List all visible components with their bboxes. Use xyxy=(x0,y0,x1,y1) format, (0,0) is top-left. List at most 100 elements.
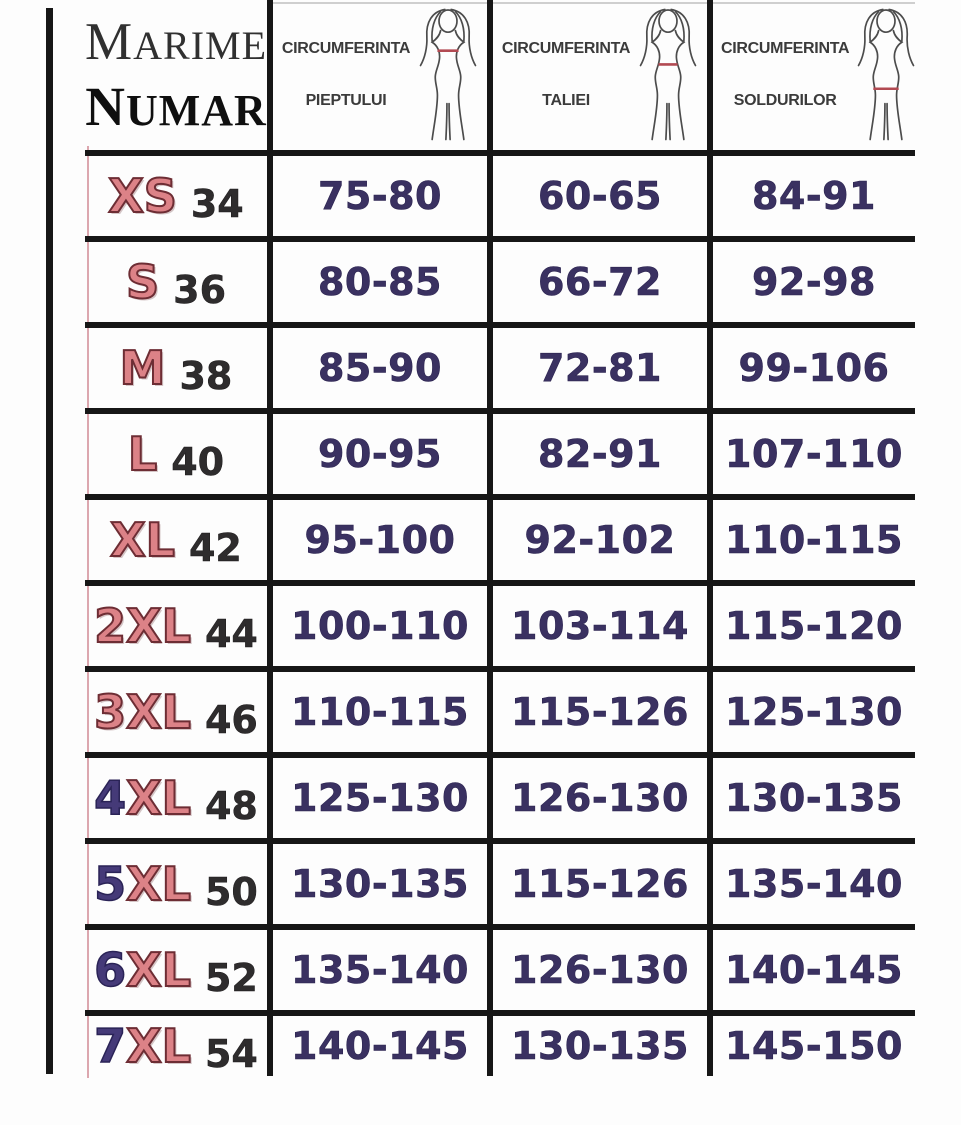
size-main: 2XL xyxy=(93,599,192,653)
size-number: 54 xyxy=(204,1032,258,1076)
size-number: 52 xyxy=(204,956,258,1000)
hips-value: 110-115 xyxy=(707,494,915,580)
number-column-title: NUMAR xyxy=(85,76,267,137)
size-label: 7XL xyxy=(93,1022,192,1070)
size-table: MARIME NUMAR CIRCUMFERINTA PIEPTULUI xyxy=(85,0,915,1076)
size-number: 46 xyxy=(204,698,258,742)
size-label: XS xyxy=(107,172,178,220)
size-prefix: 5 xyxy=(93,857,127,911)
chest-value: 85-90 xyxy=(267,322,487,408)
hips-column-header: CIRCUMFERINTA SOLDURILOR xyxy=(707,0,915,150)
size-column-header: MARIME NUMAR xyxy=(85,0,267,150)
waist-header-line1: CIRCUMFERINTA xyxy=(501,40,631,57)
size-main: XL xyxy=(125,771,192,825)
vertical-accent-line xyxy=(87,146,89,1078)
size-label: 5XL xyxy=(93,860,192,908)
female-figure-chest-icon xyxy=(419,8,477,141)
size-prefix: 4 xyxy=(93,771,127,825)
size-cell: XS 34 xyxy=(85,150,267,236)
size-prefix: 7 xyxy=(93,1019,127,1073)
table-top-hairline xyxy=(267,2,915,4)
chest-value: 130-135 xyxy=(267,838,487,924)
hips-header-line2: SOLDURILOR xyxy=(733,92,837,109)
size-main: S xyxy=(125,255,160,309)
waist-value: 60-65 xyxy=(487,150,707,236)
size-label: 2XL xyxy=(93,602,192,650)
waist-value: 92-102 xyxy=(487,494,707,580)
hips-value: 115-120 xyxy=(707,580,915,666)
chest-value: 90-95 xyxy=(267,408,487,494)
size-label: 3XL xyxy=(93,688,192,736)
waist-value: 66-72 xyxy=(487,236,707,322)
chest-value: 95-100 xyxy=(267,494,487,580)
size-column-title: MARIME xyxy=(84,13,268,71)
waist-value: 103-114 xyxy=(487,580,707,666)
hips-value: 107-110 xyxy=(707,408,915,494)
waist-value: 115-126 xyxy=(487,838,707,924)
chest-value: 75-80 xyxy=(267,150,487,236)
size-number: 36 xyxy=(173,268,227,312)
size-cell: S 36 xyxy=(85,236,267,322)
chest-value: 110-115 xyxy=(267,666,487,752)
hips-value: 125-130 xyxy=(707,666,915,752)
size-label: M xyxy=(119,344,167,392)
size-label: S xyxy=(125,258,160,306)
size-number: 38 xyxy=(179,354,233,398)
size-cell: 5XL 50 xyxy=(85,838,267,924)
size-main: M xyxy=(119,341,167,395)
hips-value: 99-106 xyxy=(707,322,915,408)
chest-column-header: CIRCUMFERINTA PIEPTULUI xyxy=(267,0,487,150)
chest-header-line2: PIEPTULUI xyxy=(305,92,387,109)
size-cell: 2XL 44 xyxy=(85,580,267,666)
size-cell: M 38 xyxy=(85,322,267,408)
size-cell: 6XL 52 xyxy=(85,924,267,1010)
chest-column-header-text: CIRCUMFERINTA PIEPTULUI xyxy=(281,41,411,109)
chest-value: 140-145 xyxy=(267,1010,487,1076)
size-number: 40 xyxy=(171,440,225,484)
size-cell: 3XL 46 xyxy=(85,666,267,752)
size-number: 34 xyxy=(190,182,244,226)
waist-value: 82-91 xyxy=(487,408,707,494)
size-main: XL xyxy=(125,943,192,997)
waist-header-line2: TALIEI xyxy=(542,92,590,109)
size-cell: L 40 xyxy=(85,408,267,494)
waist-value: 126-130 xyxy=(487,752,707,838)
table-left-border xyxy=(46,8,53,1074)
waist-value: 72-81 xyxy=(487,322,707,408)
size-main: XL xyxy=(109,513,176,567)
size-cell: XL 42 xyxy=(85,494,267,580)
female-figure-hips-icon xyxy=(857,8,915,141)
female-figure-waist-icon xyxy=(639,8,697,141)
waist-value: 126-130 xyxy=(487,924,707,1010)
size-number: 48 xyxy=(204,784,258,828)
hips-value: 135-140 xyxy=(707,838,915,924)
size-label: XL xyxy=(109,516,176,564)
size-main: 3XL xyxy=(93,685,192,739)
hips-value: 84-91 xyxy=(707,150,915,236)
size-main: XL xyxy=(125,857,192,911)
size-prefix: 6 xyxy=(93,943,127,997)
size-number: 50 xyxy=(204,870,258,914)
chest-value: 125-130 xyxy=(267,752,487,838)
chest-value: 80-85 xyxy=(267,236,487,322)
chest-value: 135-140 xyxy=(267,924,487,1010)
size-main: L xyxy=(127,427,158,481)
size-cell: 4XL 48 xyxy=(85,752,267,838)
size-label: L xyxy=(127,430,158,478)
size-main: XL xyxy=(125,1019,192,1073)
hips-column-header-text: CIRCUMFERINTA SOLDURILOR xyxy=(721,40,850,109)
hips-value: 92-98 xyxy=(707,236,915,322)
hips-value: 145-150 xyxy=(707,1010,915,1076)
hips-value: 130-135 xyxy=(707,752,915,838)
chest-header-line1: CIRCUMFERINTA xyxy=(281,40,411,57)
size-label: 4XL xyxy=(93,774,192,822)
size-number: 44 xyxy=(204,612,258,656)
waist-column-header: CIRCUMFERINTA TALIEI xyxy=(487,0,707,150)
waist-value: 115-126 xyxy=(487,666,707,752)
size-cell: 7XL 54 xyxy=(85,1010,267,1076)
hips-value: 140-145 xyxy=(707,924,915,1010)
waist-value: 130-135 xyxy=(487,1010,707,1076)
hips-header-line1: CIRCUMFERINTA xyxy=(721,40,850,57)
size-number: 42 xyxy=(188,526,242,570)
